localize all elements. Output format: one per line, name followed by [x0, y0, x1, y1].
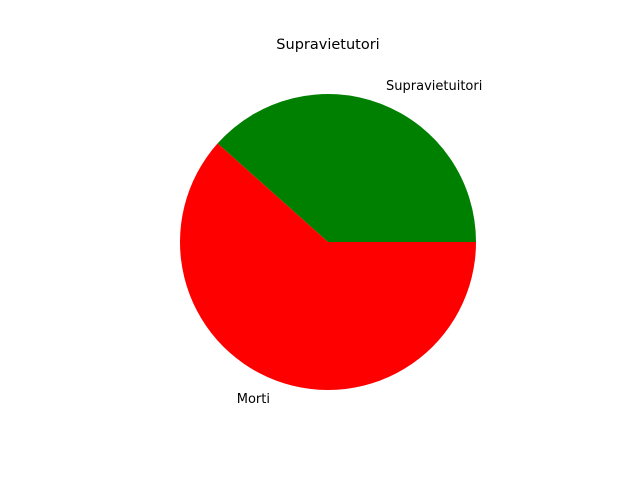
pie-slice-supravietuitori [217, 93, 476, 242]
pie-slice-morti [180, 143, 477, 390]
pie-labels: Supravietuitori Morti [237, 79, 483, 407]
slice-label-supravietuitori: Supravietuitori [386, 79, 482, 94]
chart-title: Supravietutori [276, 37, 379, 53]
pie-slices [180, 93, 477, 390]
slice-label-morti: Morti [237, 392, 270, 407]
